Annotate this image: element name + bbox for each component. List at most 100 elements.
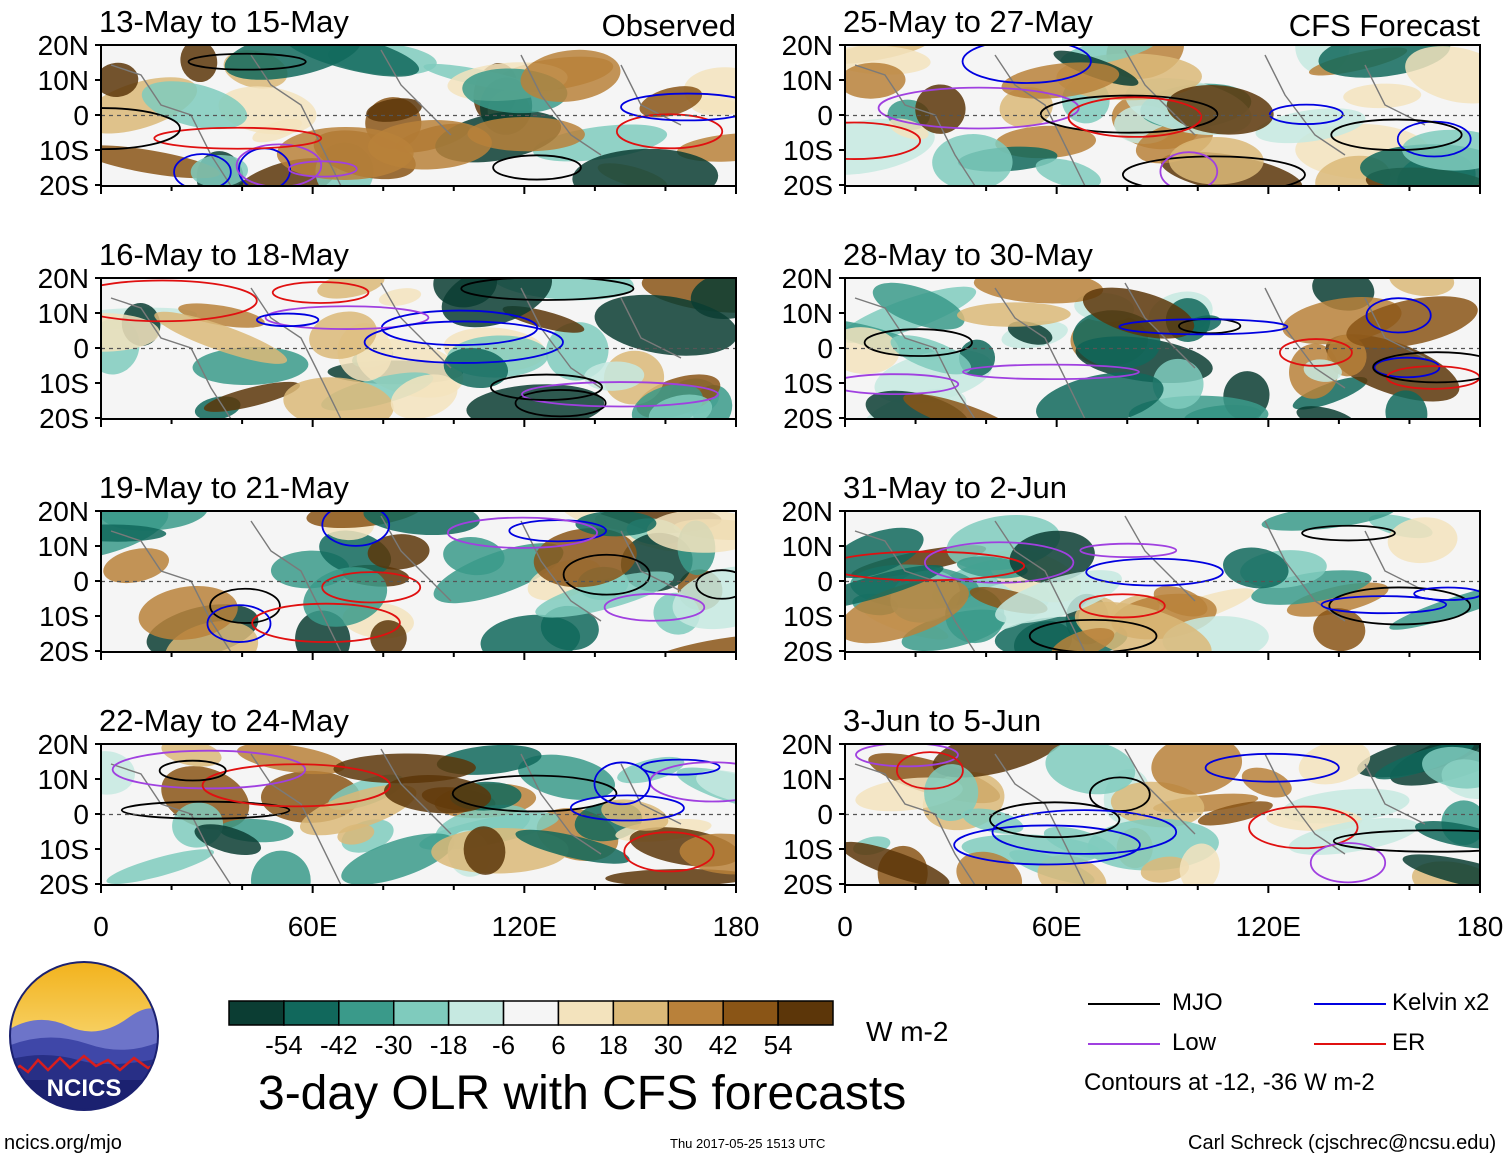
olr-anomaly-patch (1405, 46, 1480, 104)
olr-anomaly-patch (1402, 854, 1480, 885)
wave-contour (562, 553, 651, 596)
colorbar-level-label: -54 (265, 1030, 303, 1060)
wave-contour (1039, 94, 1219, 134)
olr-anomaly-patch (1251, 570, 1372, 605)
colorbar-swatch (722, 1000, 779, 1026)
wave-contour (321, 571, 422, 604)
colorbar-swatch (557, 1000, 615, 1026)
olr-anomaly-patch (903, 393, 1017, 419)
olr-anomaly-patch (648, 394, 713, 419)
wave-contour (271, 281, 370, 304)
footer-timestamp: Thu 2017-05-25 1513 UTC (670, 1136, 826, 1151)
wave-contour (446, 516, 599, 549)
y-tick-label: 10S (783, 834, 833, 865)
olr-anomaly-patch (957, 302, 1071, 327)
wave-contour (623, 831, 715, 873)
olr-anomaly-patch (1223, 547, 1289, 589)
wave-contour (1079, 542, 1178, 559)
y-tick-label: 0 (73, 333, 89, 364)
y-tick-label: 10N (37, 298, 89, 329)
olr-anomaly-patch (594, 294, 736, 356)
y-tick-label: 10N (781, 298, 833, 329)
y-tick-label: 20S (783, 869, 833, 900)
y-tick-label: 20N (781, 30, 833, 61)
legend-label: Low (1172, 1029, 1217, 1056)
colorbar-swatch (338, 1000, 395, 1026)
y-tick-label: 10S (39, 135, 89, 166)
panel-title: 19-May to 21-May (99, 470, 349, 505)
wave-contour (1301, 524, 1396, 542)
wave-contour (962, 363, 1140, 381)
y-tick-label: 10N (37, 764, 89, 795)
y-tick-label: 10S (39, 368, 89, 399)
olr-anomaly-patch (1082, 287, 1195, 339)
wave-contour (521, 381, 719, 408)
olr-anomaly-patch (1261, 511, 1396, 531)
olr-anomaly-patch (617, 756, 685, 784)
panel-title: 22-May to 24-May (99, 703, 349, 738)
wave-contour (923, 541, 1075, 584)
olr-anomaly-patch (1128, 395, 1269, 419)
x-tick-label: 0 (837, 911, 853, 942)
y-tick-label: 20S (783, 403, 833, 434)
wave-contour (1279, 338, 1353, 367)
x-tick-label: 60E (287, 911, 338, 942)
colorbar-level-label: -6 (491, 1030, 516, 1060)
y-tick-label: 0 (73, 100, 89, 131)
y-tick-label: 0 (817, 799, 833, 830)
panel-title: 25-May to 27-May (843, 4, 1093, 39)
olr-anomaly-patch (161, 744, 222, 767)
coastline (110, 515, 682, 652)
olr-anomaly-patch (845, 564, 944, 610)
map-panel (95, 510, 737, 660)
olr-anomaly-patch (654, 634, 736, 652)
colorbar (228, 1000, 834, 1026)
olr-anomaly-patch (1292, 376, 1368, 410)
map-panel (95, 44, 737, 194)
wave-contour (1330, 118, 1463, 151)
y-tick-label: 10N (781, 531, 833, 562)
wave-contour (620, 92, 736, 122)
map-panel (839, 743, 1481, 893)
olr-anomaly-patch (520, 49, 621, 102)
olr-anomaly-patch (363, 511, 480, 536)
olr-anomaly-patch (683, 67, 736, 114)
wave-contour (845, 121, 922, 160)
panel-title: 3-Jun to 5-Jun (843, 703, 1042, 738)
colorbar-level-label: 6 (551, 1030, 566, 1060)
olr-anomaly-patch (190, 154, 249, 186)
y-tick-label: 20N (37, 729, 89, 760)
olr-anomaly-patch (101, 524, 167, 542)
y-tick-label: 10S (39, 601, 89, 632)
wave-contour (1373, 356, 1441, 379)
colorbar-swatch (777, 1000, 834, 1026)
wave-contour (1118, 318, 1289, 336)
wave-contour (256, 312, 320, 328)
olr-anomaly-patch (341, 833, 455, 885)
y-tick-label: 10S (783, 135, 833, 166)
olr-anomaly-patch (1152, 358, 1204, 409)
wave-contour (158, 759, 227, 782)
wave-contour (1320, 595, 1448, 615)
y-tick-label: 20S (39, 403, 89, 434)
x-tick-label: 0 (93, 911, 109, 942)
wave-contour (569, 794, 685, 822)
wave-contour (1268, 103, 1344, 125)
colorbar-level-label: 54 (763, 1030, 793, 1060)
wave-contour (1332, 829, 1480, 853)
olr-anomaly-patch (956, 851, 1023, 885)
wave-contour (1204, 752, 1340, 783)
wave-contour (953, 824, 1141, 866)
olr-anomaly-patch (480, 614, 581, 652)
wave-contour (1067, 96, 1203, 138)
olr-anomaly-patch (1387, 517, 1458, 564)
y-tick-label: 20S (39, 636, 89, 667)
y-tick-label: 10S (39, 834, 89, 865)
y-tick-label: 20S (783, 636, 833, 667)
footer-url[interactable]: ncics.org/mjo (4, 1132, 122, 1154)
wave-contour (961, 45, 1092, 84)
olr-anomaly-patch (1151, 744, 1243, 795)
y-tick-label: 0 (817, 100, 833, 131)
wave-contour (209, 587, 281, 624)
map-panel (839, 44, 1481, 194)
